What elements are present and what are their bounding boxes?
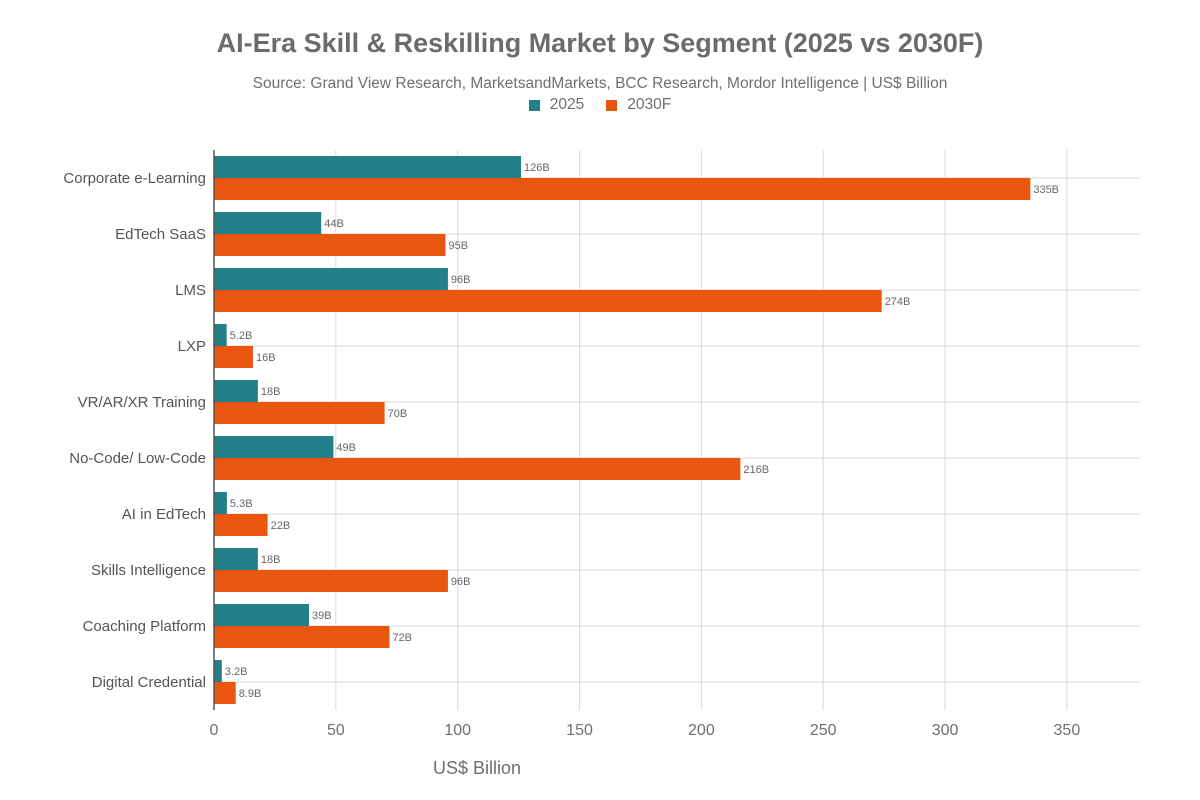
data-label: 18B xyxy=(261,554,281,566)
bar-2025[interactable] xyxy=(214,212,322,234)
data-label: 16B xyxy=(256,352,276,364)
category-label: VR/AR/XR Training xyxy=(78,394,206,411)
bar-2030f[interactable] xyxy=(214,682,236,704)
data-label: 70B xyxy=(388,408,408,420)
data-label: 72B xyxy=(392,632,412,644)
chart-title: AI-Era Skill & Reskilling Market by Segm… xyxy=(216,28,984,58)
legend-label-2030f: 2030F xyxy=(627,96,672,113)
bar-2030f[interactable] xyxy=(214,346,253,368)
category-label: Corporate e-Learning xyxy=(63,170,206,187)
category-label: No-Code/ Low-Code xyxy=(69,450,206,467)
x-tick-label: 150 xyxy=(566,722,593,739)
bar-2030f[interactable] xyxy=(214,178,1031,200)
bar-2025[interactable] xyxy=(214,604,310,626)
bar-2030f[interactable] xyxy=(214,402,385,424)
bar-2025[interactable] xyxy=(214,156,522,178)
bar-2025[interactable] xyxy=(214,548,258,570)
chart-subtitle: Source: Grand View Research, MarketsandM… xyxy=(252,75,948,92)
bar-2025[interactable] xyxy=(214,268,448,290)
category-label: LXP xyxy=(178,338,206,355)
legend-swatch-2025 xyxy=(528,99,540,111)
legend-swatch-2030f xyxy=(606,99,618,111)
legend: 2025 2030F xyxy=(0,96,1200,114)
x-tick-label: 200 xyxy=(688,722,715,739)
data-label: 49B xyxy=(336,442,356,454)
data-label: 22B xyxy=(271,520,291,532)
data-label: 95B xyxy=(449,240,469,252)
x-axis-title: US$ Billion xyxy=(433,758,521,778)
data-label: 8.9B xyxy=(239,688,262,700)
legend-entry-2030f[interactable]: 2030F xyxy=(606,96,671,114)
bar-2030f[interactable] xyxy=(214,290,882,312)
x-tick-label: 250 xyxy=(810,722,837,739)
data-label: 335B xyxy=(1033,184,1059,196)
x-tick-label: 50 xyxy=(327,722,345,739)
data-label: 39B xyxy=(312,610,332,622)
category-label: Coaching Platform xyxy=(83,618,206,635)
bar-2030f[interactable] xyxy=(214,570,448,592)
bar-2030f[interactable] xyxy=(214,458,741,480)
data-label: 3.2B xyxy=(225,666,248,678)
data-label: 5.3B xyxy=(230,498,253,510)
x-tick-label: 100 xyxy=(444,722,471,739)
data-label: 216B xyxy=(743,464,769,476)
data-label: 96B xyxy=(451,576,471,588)
bar-2030f[interactable] xyxy=(214,514,268,536)
data-label: 126B xyxy=(524,162,550,174)
bar-2030f[interactable] xyxy=(214,626,390,648)
data-label: 274B xyxy=(885,296,911,308)
category-label: Skills Intelligence xyxy=(91,562,206,579)
category-label: EdTech SaaS xyxy=(115,226,206,243)
data-label: 18B xyxy=(261,386,281,398)
category-label: AI in EdTech xyxy=(122,506,206,523)
x-tick-label: 350 xyxy=(1054,722,1081,739)
data-label: 44B xyxy=(324,218,344,230)
data-label: 5.2B xyxy=(230,330,253,342)
legend-entry-2025[interactable]: 2025 xyxy=(528,96,585,114)
bar-2025[interactable] xyxy=(214,660,222,682)
data-label: 96B xyxy=(451,274,471,286)
bar-2030f[interactable] xyxy=(214,234,446,256)
bar-2025[interactable] xyxy=(214,380,258,402)
x-tick-label: 0 xyxy=(210,722,219,739)
x-tick-label: 300 xyxy=(932,722,959,739)
bar-2025[interactable] xyxy=(214,492,227,514)
bar-2025[interactable] xyxy=(214,324,227,346)
legend-label-2025: 2025 xyxy=(549,96,585,113)
category-label: Digital Credential xyxy=(92,674,206,691)
bar-2025[interactable] xyxy=(214,436,334,458)
category-label: LMS xyxy=(175,282,206,299)
